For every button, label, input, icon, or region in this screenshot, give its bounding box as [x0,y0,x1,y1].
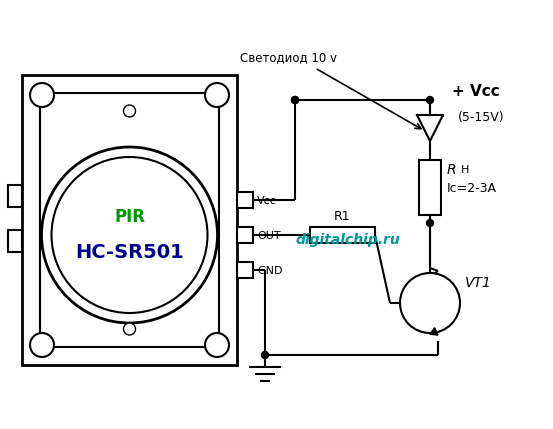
Text: (5-15V): (5-15V) [458,112,505,124]
Bar [8,185,22,207]
Text: Ic=2-3A: Ic=2-3A [447,181,497,194]
Circle shape [205,333,229,357]
Bar [310,227,375,243]
Bar [419,160,441,215]
Circle shape [426,97,434,103]
Circle shape [291,97,299,103]
Text: R: R [447,163,457,177]
Text: PIR: PIR [114,208,145,226]
Circle shape [51,157,207,313]
Text: digitalchip.ru: digitalchip.ru [295,233,400,247]
Circle shape [426,220,434,227]
Polygon shape [430,328,438,335]
Bar [8,230,22,252]
Circle shape [30,333,54,357]
Circle shape [123,323,135,335]
Text: Vcc: Vcc [257,196,277,206]
Text: GND: GND [257,266,283,276]
Text: VT1: VT1 [465,276,492,290]
Circle shape [400,273,460,333]
Circle shape [291,97,299,103]
Bar [22,75,237,365]
Text: OUT: OUT [257,231,280,241]
Circle shape [41,147,217,323]
Bar [40,93,219,347]
Text: HC-SR501: HC-SR501 [75,244,184,263]
Circle shape [262,351,269,359]
Text: H: H [461,165,469,175]
Polygon shape [417,115,443,141]
Text: Светодиод 10 v: Светодиод 10 v [240,51,337,64]
Circle shape [123,105,135,117]
Bar [237,262,253,278]
Circle shape [30,83,54,107]
Text: R1: R1 [334,211,351,224]
Text: + Vcc: + Vcc [452,85,500,100]
Bar [237,227,253,243]
Bar [237,192,253,208]
Circle shape [205,83,229,107]
